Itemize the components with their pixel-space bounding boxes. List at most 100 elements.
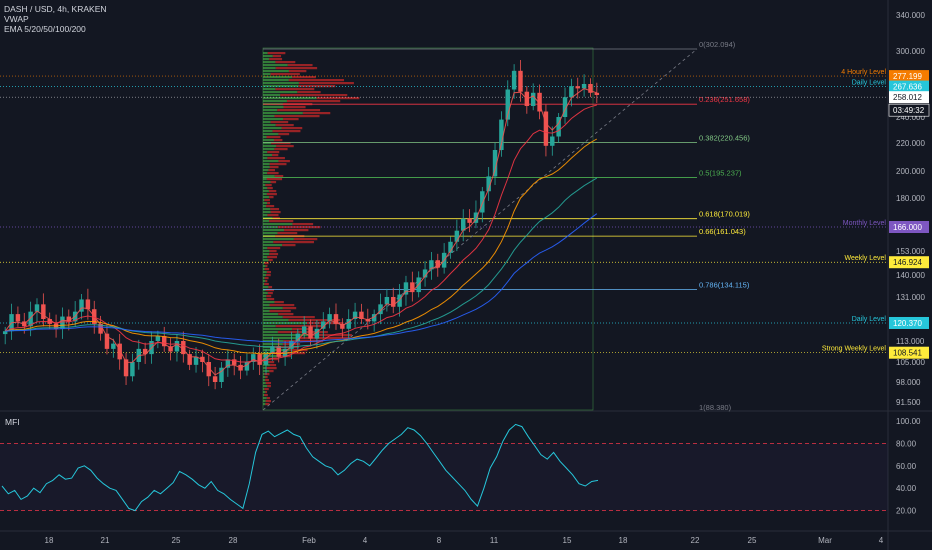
volume-profile-bar-up	[263, 67, 276, 70]
volume-profile-bar-down	[266, 361, 275, 364]
volume-profile-bar-down	[265, 382, 271, 385]
volume-profile-bar-down	[282, 244, 296, 247]
volume-profile-bar-down	[269, 166, 279, 169]
time-tick-label: 22	[691, 536, 700, 545]
candle-body	[123, 359, 129, 377]
volume-profile-bar-down	[316, 97, 360, 100]
volume-profile-bar-up	[263, 304, 270, 307]
volume-profile-bar-down	[269, 163, 287, 166]
volume-profile-bar-up	[263, 64, 288, 67]
volume-profile-bar-down	[292, 76, 316, 79]
volume-profile-bar-down	[272, 55, 282, 58]
volume-profile-bar-up	[263, 79, 289, 82]
mfi-panel-label[interactable]: MFI	[5, 417, 20, 427]
volume-profile-bar-up	[263, 355, 278, 358]
volume-profile-bar-down	[266, 136, 281, 139]
price-tick-label: 240.000	[896, 113, 925, 122]
ema-100-line	[5, 177, 598, 348]
volume-profile-bar-down	[272, 130, 301, 133]
volume-profile-bar-up	[263, 289, 266, 292]
volume-profile-bar-down	[266, 271, 272, 274]
candle-body	[467, 218, 472, 223]
volume-profile-bar-up	[263, 280, 266, 283]
ema-indicator-label[interactable]: EMA 5/20/50/100/200	[4, 24, 86, 34]
candle-body	[117, 343, 122, 360]
candle-body	[34, 304, 40, 312]
candle-body	[225, 359, 231, 368]
time-tick-label: 28	[229, 536, 238, 545]
volume-profile-bar-down	[270, 73, 300, 76]
volume-profile-bar-up	[263, 151, 268, 154]
time-tick-label: Mar	[818, 536, 832, 545]
volume-profile-bar-up	[263, 157, 268, 160]
candle-body	[594, 92, 600, 95]
volume-profile-bar-down	[266, 397, 271, 400]
volume-profile-bar-up	[263, 55, 273, 58]
key-level-label: Daily Level	[852, 80, 887, 87]
volume-profile-bar-up	[263, 211, 271, 214]
fib-level-label: 0.5(195.237)	[699, 168, 742, 177]
volume-profile-bar-up	[263, 175, 275, 178]
volume-profile-bar-down	[274, 148, 288, 151]
candle-body	[384, 297, 390, 305]
volume-profile-bar-up	[263, 316, 283, 319]
volume-profile-bar-down	[292, 223, 314, 226]
volume-profile-bar-down	[267, 292, 273, 295]
volume-profile-bar-down	[275, 88, 315, 91]
volume-profile-bar-down	[264, 199, 270, 202]
volume-profile-bar-down	[288, 319, 341, 322]
candle-body	[543, 111, 549, 146]
volume-profile-bar-up	[263, 109, 278, 112]
volume-profile-bar-up	[263, 301, 275, 304]
volume-profile-bar-down	[267, 256, 277, 259]
candle-body	[276, 346, 281, 357]
candle-body	[460, 218, 466, 231]
countdown-tag: 03:49:32	[893, 106, 925, 115]
price-tick-label: 200.000	[896, 167, 925, 176]
volume-profile-bar-down	[266, 178, 283, 181]
volume-profile-bar-down	[273, 241, 314, 244]
candle-body	[473, 212, 479, 223]
volume-profile-bar-down	[268, 169, 275, 172]
volume-profile-bar-down	[266, 298, 275, 301]
volume-profile-bar-up	[263, 142, 272, 145]
candle-body	[359, 311, 364, 319]
mfi-band-fill	[0, 443, 888, 511]
candle-body	[41, 304, 46, 319]
volume-profile-bar-down	[267, 172, 279, 175]
price-tick-label: 300.000	[896, 47, 925, 56]
vwap-indicator-label[interactable]: VWAP	[4, 14, 29, 24]
volume-profile-bar-down	[308, 334, 352, 337]
price-tick-label: 340.000	[896, 11, 925, 20]
volume-profile-bar-down	[284, 229, 309, 232]
volume-profile-bar-up	[263, 340, 284, 343]
price-axis: 340.000 300.000 240.000 220.000 200.000 180.0…	[0, 11, 930, 407]
volume-profile-bar-up	[263, 394, 265, 397]
volume-profile-bar-up	[263, 262, 265, 265]
volume-profile-bar-up	[263, 343, 283, 346]
candle-body	[530, 92, 536, 106]
volume-profile-bar-down	[274, 175, 284, 178]
volume-profile-bar-down	[264, 262, 269, 265]
volume-profile-bar-up	[263, 277, 265, 280]
candle-body	[66, 316, 72, 322]
candle-body	[378, 304, 383, 315]
volume-profile-bar-down	[268, 190, 277, 193]
volume-profile-bar-up	[263, 256, 268, 259]
price-tick-label: 153.000	[896, 247, 925, 256]
volume-profile-bar-down	[265, 376, 268, 379]
volume-profile-bar-down	[282, 316, 315, 319]
volume-profile-bar-up	[263, 400, 266, 403]
volume-profile-bar-up	[263, 160, 279, 163]
fib-level-label: 0.382(220.456)	[699, 133, 750, 142]
candle-body	[301, 326, 307, 334]
volume-profile-bar-up	[263, 292, 268, 295]
candle-body	[365, 319, 371, 322]
volume-profile-bar-down	[265, 367, 277, 370]
candle-body	[2, 331, 8, 335]
candle-body	[492, 150, 498, 177]
volume-profile-bar-up	[263, 193, 267, 196]
candle-body	[537, 92, 542, 112]
volume-profile-bar-down	[269, 220, 294, 223]
